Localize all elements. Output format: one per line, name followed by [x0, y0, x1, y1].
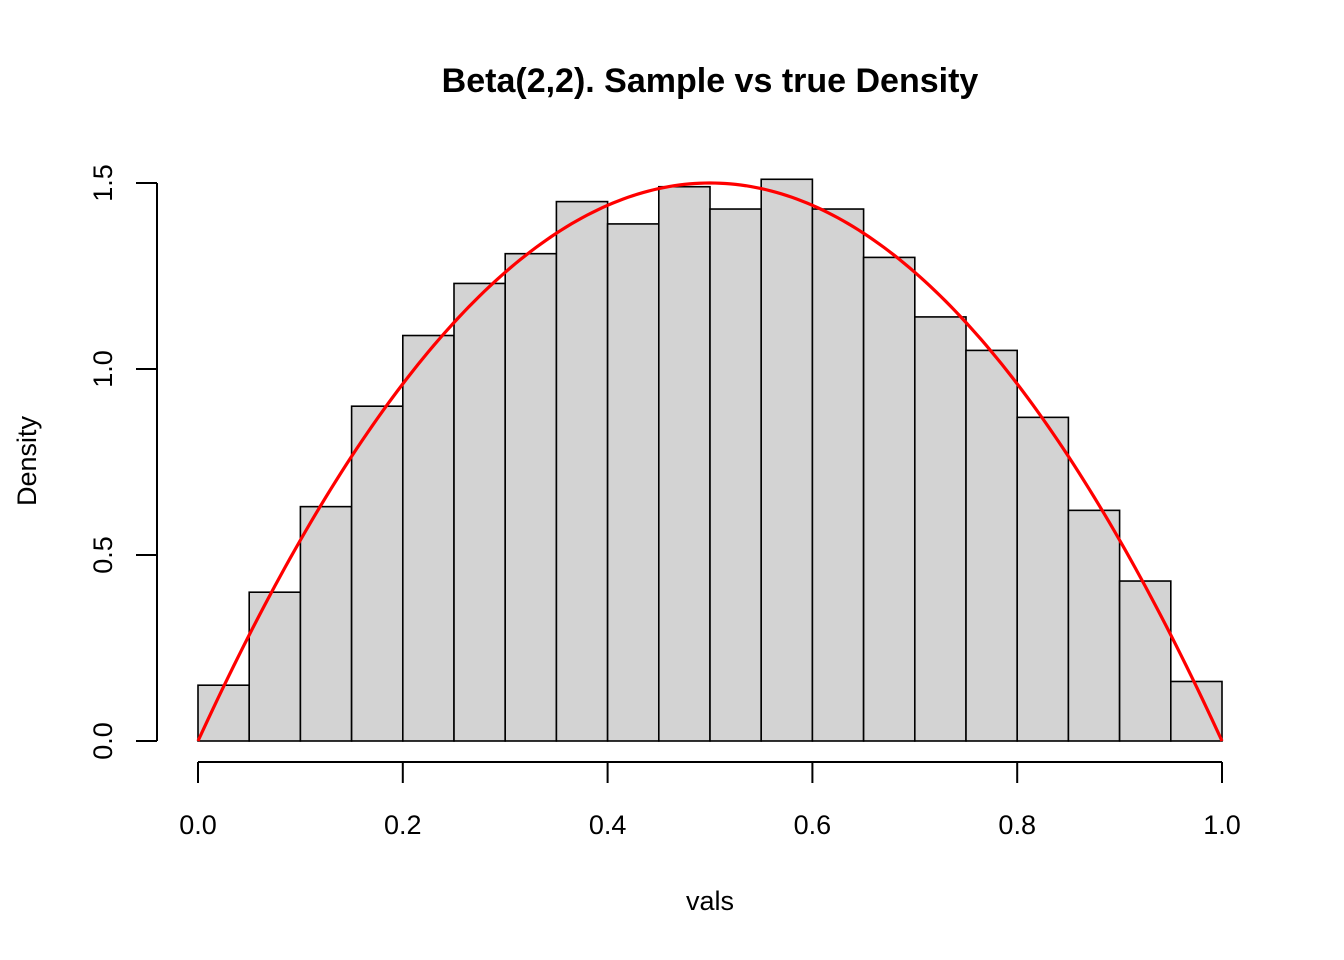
x-tick-label: 0.0 [179, 810, 217, 840]
histogram-bar [1067, 509, 1121, 742]
x-axis: 0.0 0.2 0.4 0.6 0.8 1.0 [179, 761, 1241, 840]
x-tick-label: 0.8 [998, 810, 1036, 840]
y-tick-label: 1.5 [88, 164, 118, 202]
chart-title: Beta(2,2). Sample vs true Density [442, 62, 979, 100]
histogram-bar [913, 316, 967, 742]
histogram-bar [606, 223, 660, 742]
y-tick-label: 0.5 [88, 536, 118, 574]
histogram-bar [504, 252, 558, 742]
histogram-bar [248, 591, 302, 742]
y-axis-label: Density [12, 415, 42, 506]
histogram-bar [197, 684, 251, 742]
histogram-bar [811, 208, 865, 742]
density-curve [196, 181, 1224, 742]
histogram-bar [657, 185, 711, 742]
y-tick-label: 0.0 [88, 722, 118, 760]
histogram-bar [1118, 580, 1172, 742]
histogram-bar [965, 349, 1019, 742]
histogram-bar [299, 505, 353, 742]
x-tick-label: 1.0 [1203, 810, 1241, 840]
histogram-bar [401, 334, 455, 742]
histogram-bar [453, 282, 507, 742]
histogram-bar [1170, 680, 1223, 742]
histogram-bar [862, 256, 916, 742]
histogram-bar [709, 208, 763, 742]
histogram-bar [760, 178, 814, 742]
x-axis-label: vals [686, 886, 734, 916]
x-tick-label: 0.4 [589, 810, 627, 840]
x-tick-label: 0.6 [794, 810, 832, 840]
histogram-bars [197, 178, 1223, 742]
x-tick-label: 0.2 [384, 810, 422, 840]
histogram-bar [350, 405, 404, 742]
histogram-bar [555, 200, 609, 742]
histogram-bar [1016, 416, 1070, 742]
y-axis: 0.0 0.5 1.0 1.5 [88, 164, 158, 760]
y-tick-label: 1.0 [88, 350, 118, 388]
